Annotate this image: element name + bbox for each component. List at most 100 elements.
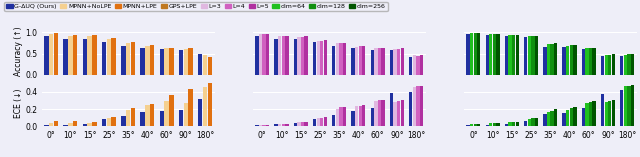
Bar xyxy=(589,102,592,126)
Bar xyxy=(305,36,308,75)
Bar xyxy=(159,49,164,75)
Bar xyxy=(554,109,557,126)
Bar xyxy=(285,124,289,126)
Bar xyxy=(535,118,538,126)
Bar xyxy=(351,48,355,75)
Bar xyxy=(474,33,477,75)
Bar xyxy=(497,34,500,75)
Bar xyxy=(63,125,68,126)
Bar xyxy=(207,83,212,126)
Bar xyxy=(394,102,397,126)
Bar xyxy=(589,48,592,75)
Bar xyxy=(627,86,630,126)
Bar xyxy=(262,34,266,75)
Bar xyxy=(313,119,316,126)
Bar xyxy=(107,118,111,126)
Bar xyxy=(631,54,634,75)
Bar xyxy=(126,43,131,75)
Bar xyxy=(150,45,154,75)
Bar xyxy=(605,55,608,75)
Y-axis label: ECE (↓): ECE (↓) xyxy=(13,88,22,118)
Bar xyxy=(355,47,358,75)
Bar xyxy=(601,56,604,75)
Bar xyxy=(374,48,378,75)
Bar xyxy=(505,124,508,126)
Bar xyxy=(390,93,393,126)
Bar xyxy=(550,44,554,75)
Bar xyxy=(198,54,202,75)
Bar xyxy=(44,36,49,75)
Bar xyxy=(121,116,125,126)
Y-axis label: Accuracy (↑): Accuracy (↑) xyxy=(13,27,22,76)
Bar xyxy=(278,36,282,75)
Bar xyxy=(102,42,106,75)
Bar xyxy=(275,124,278,126)
Bar xyxy=(184,103,188,126)
Bar xyxy=(159,111,164,126)
Bar xyxy=(145,46,150,75)
Bar xyxy=(371,50,374,75)
Bar xyxy=(131,42,135,75)
Bar xyxy=(294,39,297,75)
Bar xyxy=(111,38,116,75)
Bar xyxy=(570,108,573,126)
Bar xyxy=(378,48,381,75)
Bar xyxy=(381,48,385,75)
Bar xyxy=(362,105,365,126)
Bar xyxy=(401,48,404,75)
Bar xyxy=(301,37,304,75)
Bar xyxy=(336,43,339,75)
Bar xyxy=(527,119,531,126)
Bar xyxy=(188,48,193,75)
Bar xyxy=(121,46,125,75)
Bar xyxy=(169,48,173,75)
Bar xyxy=(547,44,550,75)
Bar xyxy=(255,36,259,75)
Bar xyxy=(486,35,489,75)
Bar xyxy=(631,85,634,126)
Bar xyxy=(470,33,473,75)
Bar xyxy=(275,39,278,75)
Bar xyxy=(131,108,135,126)
Bar xyxy=(266,34,269,75)
Bar xyxy=(620,90,623,126)
Bar xyxy=(601,94,604,126)
Bar xyxy=(467,125,470,126)
Bar xyxy=(184,49,188,75)
Bar xyxy=(612,100,615,126)
Bar xyxy=(493,123,496,126)
Bar xyxy=(371,108,374,126)
Bar xyxy=(378,100,381,126)
Bar xyxy=(477,33,481,75)
Bar xyxy=(188,89,193,126)
Bar xyxy=(83,39,87,75)
Bar xyxy=(570,45,573,75)
Bar xyxy=(320,118,323,126)
Bar xyxy=(301,122,304,126)
Bar xyxy=(198,99,202,126)
Bar xyxy=(527,36,531,75)
Bar xyxy=(332,115,335,126)
Bar xyxy=(259,34,262,75)
Bar xyxy=(497,123,500,126)
Bar xyxy=(282,36,285,75)
Bar xyxy=(266,125,269,126)
Bar xyxy=(547,112,550,126)
Bar xyxy=(524,37,527,75)
Bar xyxy=(624,86,627,126)
Bar xyxy=(512,35,515,75)
Bar xyxy=(262,125,266,126)
Bar xyxy=(282,124,285,126)
Bar xyxy=(88,36,92,75)
Bar xyxy=(63,39,68,75)
Bar xyxy=(324,117,327,126)
Bar xyxy=(332,46,335,75)
Bar xyxy=(343,107,346,126)
Bar xyxy=(531,36,534,75)
Bar xyxy=(339,43,342,75)
Bar xyxy=(313,42,316,75)
Bar xyxy=(508,35,512,75)
Bar xyxy=(73,35,77,75)
Bar xyxy=(298,122,301,126)
Bar xyxy=(285,36,289,75)
